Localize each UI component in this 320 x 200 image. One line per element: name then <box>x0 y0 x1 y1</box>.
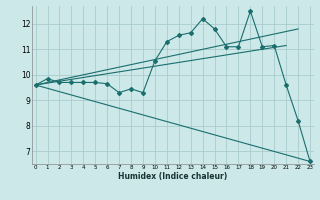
X-axis label: Humidex (Indice chaleur): Humidex (Indice chaleur) <box>118 172 228 181</box>
